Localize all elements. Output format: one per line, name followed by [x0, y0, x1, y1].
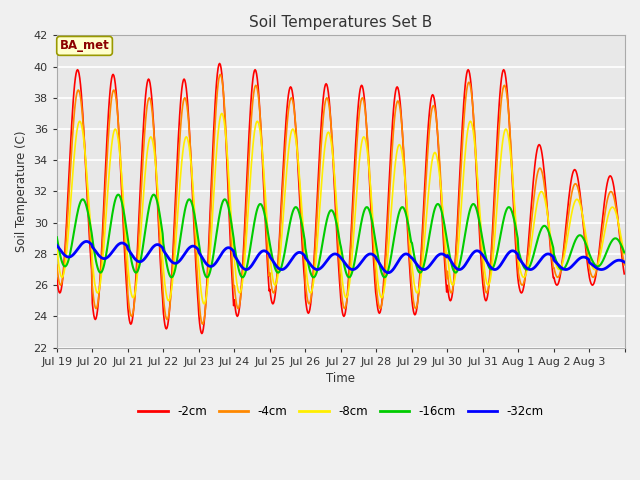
-16cm — [115, 192, 122, 197]
Line: -32cm: -32cm — [57, 241, 624, 273]
-2cm — [433, 115, 440, 120]
-8cm — [200, 301, 208, 307]
-2cm — [216, 60, 223, 66]
-8cm — [253, 119, 261, 124]
-8cm — [275, 266, 283, 272]
-8cm — [218, 110, 226, 116]
-8cm — [433, 152, 440, 158]
X-axis label: Time: Time — [326, 372, 355, 385]
-2cm — [225, 213, 233, 219]
-4cm — [275, 252, 283, 258]
-32cm — [83, 239, 90, 244]
-32cm — [433, 254, 440, 260]
-2cm — [120, 226, 127, 231]
Line: -8cm: -8cm — [57, 113, 624, 304]
-2cm — [401, 168, 408, 174]
-8cm — [401, 172, 408, 178]
-4cm — [216, 72, 224, 77]
-32cm — [53, 242, 61, 248]
-32cm — [120, 240, 128, 246]
-2cm — [275, 247, 283, 252]
Text: BA_met: BA_met — [60, 39, 109, 52]
-8cm — [53, 244, 61, 250]
-16cm — [433, 202, 440, 208]
-16cm — [620, 250, 628, 255]
-16cm — [275, 269, 283, 275]
-16cm — [53, 234, 61, 240]
-16cm — [253, 206, 261, 212]
-8cm — [620, 251, 628, 257]
-4cm — [120, 211, 127, 216]
-8cm — [225, 181, 233, 187]
Line: -2cm: -2cm — [57, 63, 624, 334]
-2cm — [253, 76, 261, 82]
-4cm — [53, 262, 61, 268]
-32cm — [385, 270, 392, 276]
-32cm — [253, 255, 260, 261]
-8cm — [120, 197, 127, 203]
-4cm — [225, 196, 233, 202]
-32cm — [620, 259, 628, 265]
-32cm — [274, 265, 282, 271]
-2cm — [53, 275, 61, 281]
-4cm — [620, 262, 628, 268]
Y-axis label: Soil Temperature (C): Soil Temperature (C) — [15, 131, 28, 252]
-4cm — [401, 162, 408, 168]
-16cm — [401, 207, 408, 213]
-2cm — [198, 331, 205, 336]
-4cm — [433, 116, 440, 122]
-4cm — [253, 86, 261, 92]
-16cm — [225, 208, 233, 214]
Line: -4cm: -4cm — [57, 74, 624, 324]
-4cm — [199, 321, 207, 327]
Legend: -2cm, -4cm, -8cm, -16cm, -32cm: -2cm, -4cm, -8cm, -16cm, -32cm — [133, 400, 548, 423]
Line: -16cm: -16cm — [57, 194, 624, 277]
-16cm — [120, 211, 128, 217]
-2cm — [620, 271, 628, 277]
-32cm — [225, 245, 232, 251]
-32cm — [401, 252, 408, 257]
Title: Soil Temperatures Set B: Soil Temperatures Set B — [250, 15, 433, 30]
-16cm — [168, 275, 175, 280]
